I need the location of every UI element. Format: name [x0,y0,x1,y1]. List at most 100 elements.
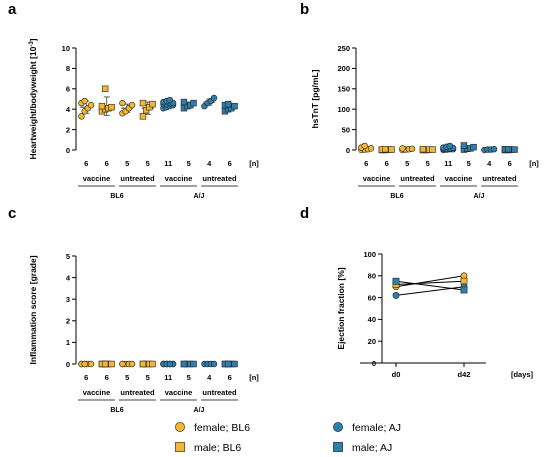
n-label: 5 [467,159,471,168]
panel-letter: a [8,1,17,18]
y-tick-label: 200 [337,64,350,73]
strain-label: BL6 [110,193,123,200]
data-point [180,360,188,368]
treatment-label: vaccine [165,388,193,397]
strain-label: A/J [194,193,205,200]
n-label: 5 [125,159,129,168]
n-label: 5 [125,373,129,382]
y-tick-label: 10 [62,44,70,53]
y-tick-label: 250 [337,44,350,53]
data-point [210,360,218,368]
group-3 [139,360,156,368]
legend-item: female; BL6 [175,422,250,434]
data-point [392,292,400,299]
n-label: 6 [508,159,512,168]
square-icon [333,442,343,452]
n-label: 5 [187,159,191,168]
data-point [381,145,389,153]
n-label: 6 [105,159,109,168]
treatment-label: untreated [202,174,237,183]
treatment-label: untreated [482,174,517,183]
data-point [446,142,454,150]
data-point [81,360,88,368]
treatment-label: vaccine [83,174,111,183]
data-point [367,145,375,152]
y-tick-label: 1 [66,338,70,347]
x-unit-label: [days] [511,370,534,379]
group-5 [180,360,197,368]
data-point [399,145,406,152]
y-tick-label: 0 [66,146,70,155]
x-tick-label: d0 [392,370,401,379]
group-5 [180,98,197,112]
n-label: 6 [105,373,109,382]
data-point [490,145,498,153]
data-point [408,145,416,152]
group-3 [419,145,436,154]
n-label: 5 [146,159,150,168]
legend-item: male; BL6 [175,442,241,454]
panel-d: d020406080100Ejection fraction [%]d0d42[… [300,205,534,379]
data-point [419,145,427,153]
n-unit-label: [n] [249,373,259,382]
y-tick-label: 4 [66,105,71,114]
y-tick-label: 5 [66,252,70,261]
n-label: 6 [228,373,232,382]
group-1 [98,360,115,368]
panel-a: a 0 2 4 6 8 10 Heartweight/bodyweight [10-3] 6 6 5… [8,1,259,200]
group-3 [139,99,156,120]
legend-label: male; AJ [352,442,392,454]
y-tick-label: 3 [66,295,70,304]
data-point [460,142,468,149]
group-0 [358,142,375,154]
treatment-label: vaccine [165,174,193,183]
series-line [395,275,465,288]
n-label: 6 [84,373,88,382]
group-7 [221,100,238,115]
y-tick-label: 6 [66,85,70,94]
data-point [231,360,238,368]
group-6 [201,360,218,368]
data-point [101,360,109,368]
data-point [81,97,88,105]
data-point [101,85,109,93]
treatment-label: vaccine [445,174,473,183]
n-unit-label: [n] [249,159,259,168]
n-label: 11 [444,159,452,168]
n-label: 6 [228,159,232,168]
y-tick-label: 4 [66,273,71,282]
group-7 [221,360,238,368]
panel-letter: d [300,205,309,222]
y-axis-label: Inflammation score [grade] [28,255,38,364]
data-point [210,94,218,102]
legend-item: male; AJ [333,442,392,454]
series-line [395,280,465,286]
legend-item: female; AJ [333,422,401,434]
y-tick-label: 150 [337,85,350,94]
y-tick-label: 2 [66,125,70,134]
n-label: 11 [164,159,172,168]
strain-label: BL6 [390,193,403,200]
group-4 [160,360,177,368]
group-2 [399,145,416,154]
treatment-label: untreated [202,388,237,397]
strain-label: A/J [474,193,485,200]
data-point [108,360,115,368]
y-tick-label: 100 [363,250,376,259]
data-point [224,360,232,368]
panel-b: b 0 50 100 150 200 250 hsTnT [pg/mL] 6 6 5 5 11 5 4 6 [n… [300,1,539,200]
y-tick-label: 8 [66,64,70,73]
data-point [98,102,106,110]
y-tick-label: 60 [368,293,376,302]
y-tick-label: 0 [346,146,350,155]
y-axis-label: hsTnT [pg/mL] [310,69,320,128]
y-axis-label: Heartweight/bodyweight [10-3] [28,38,38,159]
data-point [361,142,368,150]
y-axis-label-superscript: -3 [29,41,35,47]
legend: female; BL6 male; BL6 female; AJ male; AJ [175,422,401,454]
panel-letter: c [8,205,16,222]
series-1 [392,277,468,288]
treatment-label: untreated [400,174,435,183]
series-3 [392,277,468,294]
